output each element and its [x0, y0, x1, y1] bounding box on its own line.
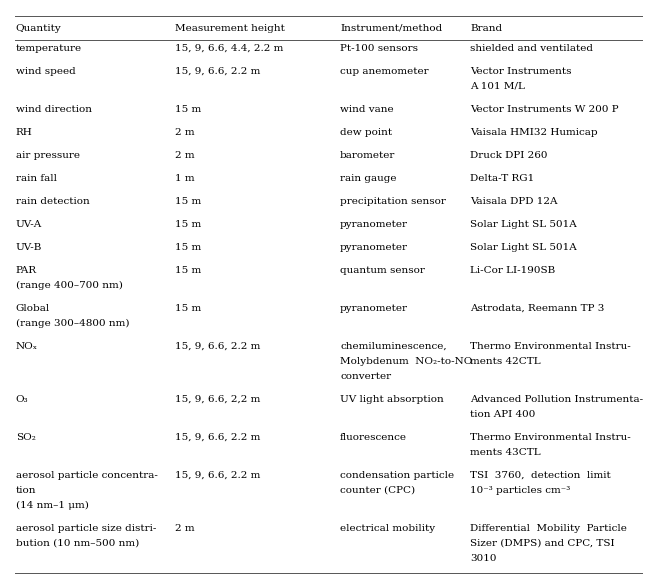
Text: temperature: temperature	[16, 44, 82, 52]
Text: Vector Instruments W 200 P: Vector Instruments W 200 P	[470, 104, 619, 114]
Text: quantum sensor: quantum sensor	[340, 266, 425, 275]
Text: (14 nm–1 μm): (14 nm–1 μm)	[16, 501, 88, 510]
Text: Vaisala DPD 12A: Vaisala DPD 12A	[470, 197, 558, 206]
Text: fluorescence: fluorescence	[340, 433, 407, 442]
Text: Thermo Environmental Instru-: Thermo Environmental Instru-	[470, 433, 631, 442]
Text: 15, 9, 6.6, 2.2 m: 15, 9, 6.6, 2.2 m	[175, 342, 261, 351]
Text: Delta-T RG1: Delta-T RG1	[470, 174, 534, 183]
Text: UV light absorption: UV light absorption	[340, 395, 444, 404]
Text: A 101 M/L: A 101 M/L	[470, 82, 525, 90]
Text: NOₓ: NOₓ	[16, 342, 38, 351]
Text: RH: RH	[16, 128, 33, 136]
Text: wind vane: wind vane	[340, 104, 394, 114]
Text: ments 43CTL: ments 43CTL	[470, 448, 541, 457]
Text: 2 m: 2 m	[175, 524, 195, 533]
Text: 15 m: 15 m	[175, 304, 201, 313]
Text: Pt-100 sensors: Pt-100 sensors	[340, 44, 418, 52]
Text: O₃: O₃	[16, 395, 28, 404]
Text: 15 m: 15 m	[175, 197, 201, 206]
Text: barometer: barometer	[340, 151, 396, 160]
Text: aerosol particle concentra-: aerosol particle concentra-	[16, 471, 158, 480]
Text: rain gauge: rain gauge	[340, 174, 396, 183]
Text: ments 42CTL: ments 42CTL	[470, 357, 541, 366]
Text: 15 m: 15 m	[175, 243, 201, 252]
Text: converter: converter	[340, 372, 391, 381]
Text: Instrument/method: Instrument/method	[340, 24, 442, 33]
Text: 2 m: 2 m	[175, 151, 195, 160]
Text: 15, 9, 6.6, 2.2 m: 15, 9, 6.6, 2.2 m	[175, 433, 261, 442]
Text: Quantity: Quantity	[16, 24, 61, 33]
Text: Molybdenum  NO₂-to-NO: Molybdenum NO₂-to-NO	[340, 357, 472, 366]
Text: bution (10 nm–500 nm): bution (10 nm–500 nm)	[16, 539, 139, 547]
Text: (range 400–700 nm): (range 400–700 nm)	[16, 281, 122, 290]
Text: UV-B: UV-B	[16, 243, 42, 252]
Text: pyranometer: pyranometer	[340, 243, 408, 252]
Text: pyranometer: pyranometer	[340, 220, 408, 229]
Text: aerosol particle size distri-: aerosol particle size distri-	[16, 524, 156, 533]
Text: shielded and ventilated: shielded and ventilated	[470, 44, 593, 52]
Text: rain detection: rain detection	[16, 197, 90, 206]
Text: dew point: dew point	[340, 128, 392, 136]
Text: 15 m: 15 m	[175, 266, 201, 275]
Text: wind speed: wind speed	[16, 66, 75, 76]
Text: Thermo Environmental Instru-: Thermo Environmental Instru-	[470, 342, 631, 351]
Text: counter (CPC): counter (CPC)	[340, 486, 415, 495]
Text: 15, 9, 6.6, 4.4, 2.2 m: 15, 9, 6.6, 4.4, 2.2 m	[175, 44, 284, 52]
Text: 15, 9, 6.6, 2.2 m: 15, 9, 6.6, 2.2 m	[175, 471, 261, 480]
Text: TSI  3760,  detection  limit: TSI 3760, detection limit	[470, 471, 611, 480]
Text: Vector Instruments: Vector Instruments	[470, 66, 572, 76]
Text: Astrodata, Reemann TP 3: Astrodata, Reemann TP 3	[470, 304, 604, 313]
Text: tion API 400: tion API 400	[470, 410, 536, 419]
Text: UV-A: UV-A	[16, 220, 42, 229]
Text: 15, 9, 6.6, 2,2 m: 15, 9, 6.6, 2,2 m	[175, 395, 261, 404]
Text: chemiluminescence,: chemiluminescence,	[340, 342, 447, 351]
Text: air pressure: air pressure	[16, 151, 80, 160]
Text: Vaisala HMI32 Humicap: Vaisala HMI32 Humicap	[470, 128, 598, 136]
Text: SO₂: SO₂	[16, 433, 35, 442]
Text: Sizer (DMPS) and CPC, TSI: Sizer (DMPS) and CPC, TSI	[470, 539, 615, 547]
Text: 15, 9, 6.6, 2.2 m: 15, 9, 6.6, 2.2 m	[175, 66, 261, 76]
Text: 2 m: 2 m	[175, 128, 195, 136]
Text: Druck DPI 260: Druck DPI 260	[470, 151, 548, 160]
Text: Advanced Pollution Instrumenta-: Advanced Pollution Instrumenta-	[470, 395, 644, 404]
Text: wind direction: wind direction	[16, 104, 92, 114]
Text: PAR: PAR	[16, 266, 37, 275]
Text: Li-Cor LI-190SB: Li-Cor LI-190SB	[470, 266, 555, 275]
Text: 10⁻³ particles cm⁻³: 10⁻³ particles cm⁻³	[470, 486, 570, 495]
Text: Measurement height: Measurement height	[175, 24, 285, 33]
Text: rain fall: rain fall	[16, 174, 57, 183]
Text: electrical mobility: electrical mobility	[340, 524, 435, 533]
Text: Global: Global	[16, 304, 50, 313]
Text: (range 300–4800 nm): (range 300–4800 nm)	[16, 319, 129, 328]
Text: tion: tion	[16, 486, 36, 495]
Text: 1 m: 1 m	[175, 174, 195, 183]
Text: Brand: Brand	[470, 24, 502, 33]
Text: Differential  Mobility  Particle: Differential Mobility Particle	[470, 524, 627, 533]
Text: 3010: 3010	[470, 554, 497, 563]
Text: Solar Light SL 501A: Solar Light SL 501A	[470, 220, 577, 229]
Text: condensation particle: condensation particle	[340, 471, 455, 480]
Text: 15 m: 15 m	[175, 220, 201, 229]
Text: pyranometer: pyranometer	[340, 304, 408, 313]
Text: 15 m: 15 m	[175, 104, 201, 114]
Text: precipitation sensor: precipitation sensor	[340, 197, 446, 206]
Text: Solar Light SL 501A: Solar Light SL 501A	[470, 243, 577, 252]
Text: cup anemometer: cup anemometer	[340, 66, 429, 76]
